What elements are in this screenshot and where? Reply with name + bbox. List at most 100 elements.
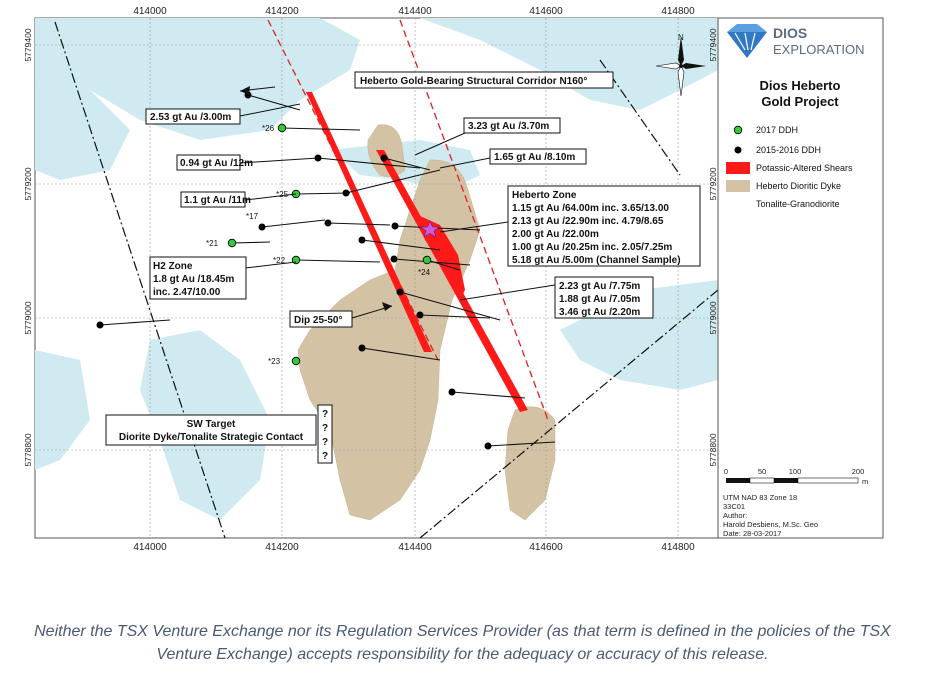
ddh-2015-2016-collars <box>96 91 492 450</box>
svg-text:?: ? <box>322 423 328 434</box>
svg-text:3.23 gt Au /3.70m: 3.23 gt Au /3.70m <box>468 121 549 132</box>
svg-text:2017 DDH: 2017 DDH <box>756 125 798 135</box>
x-tick-top-4: 414800 <box>661 6 695 17</box>
red-swatch-icon <box>726 162 750 174</box>
legend-item-2015-2016-ddh: 2015-2016 DDH <box>734 145 821 155</box>
svg-text:Heberto Gold-Bearing Structura: Heberto Gold-Bearing Structural Corridor… <box>360 76 587 87</box>
x-tick-top-3: 414600 <box>529 6 563 17</box>
svg-text:SW Target: SW Target <box>187 419 236 430</box>
svg-text:Heberto Dioritic Dyke: Heberto Dioritic Dyke <box>756 181 841 191</box>
scale-label-100: 100 <box>789 467 802 476</box>
x-axis-labels-bottom: 414000 414200 414400 414600 414800 <box>133 542 695 553</box>
svg-text:Dip 25-50°: Dip 25-50° <box>294 315 342 326</box>
svg-text:1.15 gt Au /64.00m inc. 3.65/1: 1.15 gt Au /64.00m inc. 3.65/13.00 <box>512 203 669 214</box>
legend-item-potassic-shears: Potassic-Altered Shears <box>726 162 853 174</box>
ddh-2017-collars <box>227 123 432 366</box>
map-credits: UTM NAD 83 Zone 18 33C01 Author: Harold … <box>723 493 818 538</box>
x-tick-top-0: 414000 <box>133 6 167 17</box>
svg-text:?: ? <box>322 451 328 462</box>
y-tick-left-2: 5779000 <box>23 301 33 334</box>
callout-sw-target: SW Target Diorite Dyke/Tonalite Strategi… <box>105 414 317 446</box>
svg-text:1.65 gt Au /8.10m: 1.65 gt Au /8.10m <box>494 152 575 163</box>
svg-text:2.23 gt Au /7.75m: 2.23 gt Au /7.75m <box>559 281 640 292</box>
callout-arrowheads <box>240 86 392 311</box>
legend: 2017 DDH 2015-2016 DDH Potassic-Altered … <box>726 125 853 209</box>
x-tick-bottom-1: 414200 <box>265 542 299 553</box>
diamond-logo-icon <box>727 24 767 58</box>
svg-text:1.88 gt Au /7.05m: 1.88 gt Au /7.05m <box>559 294 640 305</box>
callout-dip: Dip 25-50° <box>289 310 353 328</box>
y-tick-right-1: 5779200 <box>708 167 718 200</box>
credit-author-label: Author: <box>723 511 747 520</box>
legend-item-dioritic-dyke: Heberto Dioritic Dyke <box>726 180 841 192</box>
svg-text:2.53 gt Au /3.00m: 2.53 gt Au /3.00m <box>150 112 231 123</box>
x-tick-bottom-0: 414000 <box>133 542 167 553</box>
callout-corridor: Heberto Gold-Bearing Structural Corridor… <box>354 71 614 89</box>
hole-label-21: *21 <box>206 239 219 248</box>
callout-h2-zone: H2 Zone 1.8 gt Au /18.45m inc. 2.47/10.0… <box>149 256 247 300</box>
y-tick-left-0: 5779400 <box>23 28 33 61</box>
tan-swatch-icon <box>726 180 750 192</box>
hole-label-17: *17 <box>246 212 259 221</box>
hole-label-23: *23 <box>268 357 281 366</box>
svg-text:Heberto Zone: Heberto Zone <box>512 190 577 201</box>
credit-sheet: 33C01 <box>723 502 745 511</box>
geology-map: *26 *25 *17 *21 *22 *24 *23 <box>23 6 884 553</box>
legend-item-2017-ddh: 2017 DDH <box>733 125 798 135</box>
svg-text:Potassic-Altered Shears: Potassic-Altered Shears <box>756 163 853 173</box>
potassic-altered-shears <box>306 92 528 412</box>
green-dot-icon <box>733 125 743 135</box>
callout-2-53: 2.53 gt Au /3.00m <box>145 108 241 125</box>
svg-text:1.1 gt Au /11m: 1.1 gt Au /11m <box>184 195 251 206</box>
x-tick-top-1: 414200 <box>265 6 299 17</box>
callout-question-marks: ? ? ? ? <box>317 404 333 464</box>
y-tick-left-1: 5779200 <box>23 167 33 200</box>
disclaimer-text: Neither the TSX Venture Exchange nor its… <box>34 623 891 663</box>
svg-text:0.94 gt Au /12m: 0.94 gt Au /12m <box>180 158 253 169</box>
credit-projection: UTM NAD 83 Zone 18 <box>723 493 797 502</box>
svg-text:?: ? <box>322 409 328 420</box>
svg-text:1.8 gt Au /18.45m: 1.8 gt Au /18.45m <box>153 274 234 285</box>
callout-3-23: 3.23 gt Au /3.70m <box>463 117 561 134</box>
north-arrow-icon <box>655 36 706 97</box>
callout-heberto-zone: Heberto Zone 1.15 gt Au /64.00m inc. 3.6… <box>507 185 701 267</box>
y-tick-right-2: 5779000 <box>708 301 718 334</box>
svg-text:2015-2016 DDH: 2015-2016 DDH <box>756 145 821 155</box>
hole-label-25: *25 <box>276 190 289 199</box>
svg-text:3.46 gt Au /2.20m: 3.46 gt Au /2.20m <box>559 307 640 318</box>
scale-bar: 0 50 100 200 m <box>724 467 868 486</box>
north-label: N <box>678 33 684 42</box>
callout-0-94: 0.94 gt Au /12m <box>176 154 253 171</box>
legend-panel <box>717 17 884 539</box>
scale-label-50: 50 <box>758 467 766 476</box>
hole-label-22: *22 <box>273 256 286 265</box>
y-tick-right-0: 5779400 <box>708 28 718 61</box>
drill-traces <box>99 94 556 447</box>
credit-date: Date: 28-03-2017 <box>723 529 781 538</box>
project-title-line1: Dios Heberto <box>760 78 841 93</box>
svg-text:2.13 gt Au /22.90m inc. 4.79/8: 2.13 gt Au /22.90m inc. 4.79/8.65 <box>512 216 664 227</box>
callout-2-23: 2.23 gt Au /7.75m 1.88 gt Au /7.05m 3.46… <box>554 276 654 319</box>
legend-item-tonalite: Tonalite-Granodiorite <box>756 199 840 209</box>
dios-exploration-logo: DIOS EXPLORATION <box>727 24 865 58</box>
callout-1-1: 1.1 gt Au /11m <box>180 191 251 208</box>
svg-text:H2 Zone: H2 Zone <box>153 261 193 272</box>
svg-text:1.00 gt Au /20.25m inc. 2.05/7: 1.00 gt Au /20.25m inc. 2.05/7.25m <box>512 242 672 253</box>
svg-text:2.00 gt Au /22.00m: 2.00 gt Au /22.00m <box>512 229 599 240</box>
hole-label-26: *26 <box>262 124 275 133</box>
hole-label-24: *24 <box>418 268 431 277</box>
x-tick-top-2: 414400 <box>398 6 432 17</box>
svg-text:inc. 2.47/10.00: inc. 2.47/10.00 <box>153 287 221 298</box>
x-tick-bottom-2: 414400 <box>398 542 432 553</box>
scale-label-0: 0 <box>724 467 728 476</box>
x-tick-bottom-3: 414600 <box>529 542 563 553</box>
svg-text:5.18 gt Au /5.00m (Channel Sam: 5.18 gt Au /5.00m (Channel Sample) <box>512 255 681 266</box>
y-axis-labels-left: 5779400 5779200 5779000 5778800 <box>23 28 33 466</box>
scale-label-200: 200 <box>852 467 865 476</box>
svg-text:Diorite Dyke/Tonalite Strategi: Diorite Dyke/Tonalite Strategic Contact <box>119 432 304 443</box>
y-tick-right-3: 5778800 <box>708 433 718 466</box>
credit-author: Harold Desbiens, M.Sc. Geo <box>723 520 818 529</box>
x-axis-labels-top: 414000 414200 414400 414600 414800 <box>133 6 695 17</box>
scale-unit: m <box>862 477 868 486</box>
svg-text:Tonalite-Granodiorite: Tonalite-Granodiorite <box>756 199 840 209</box>
